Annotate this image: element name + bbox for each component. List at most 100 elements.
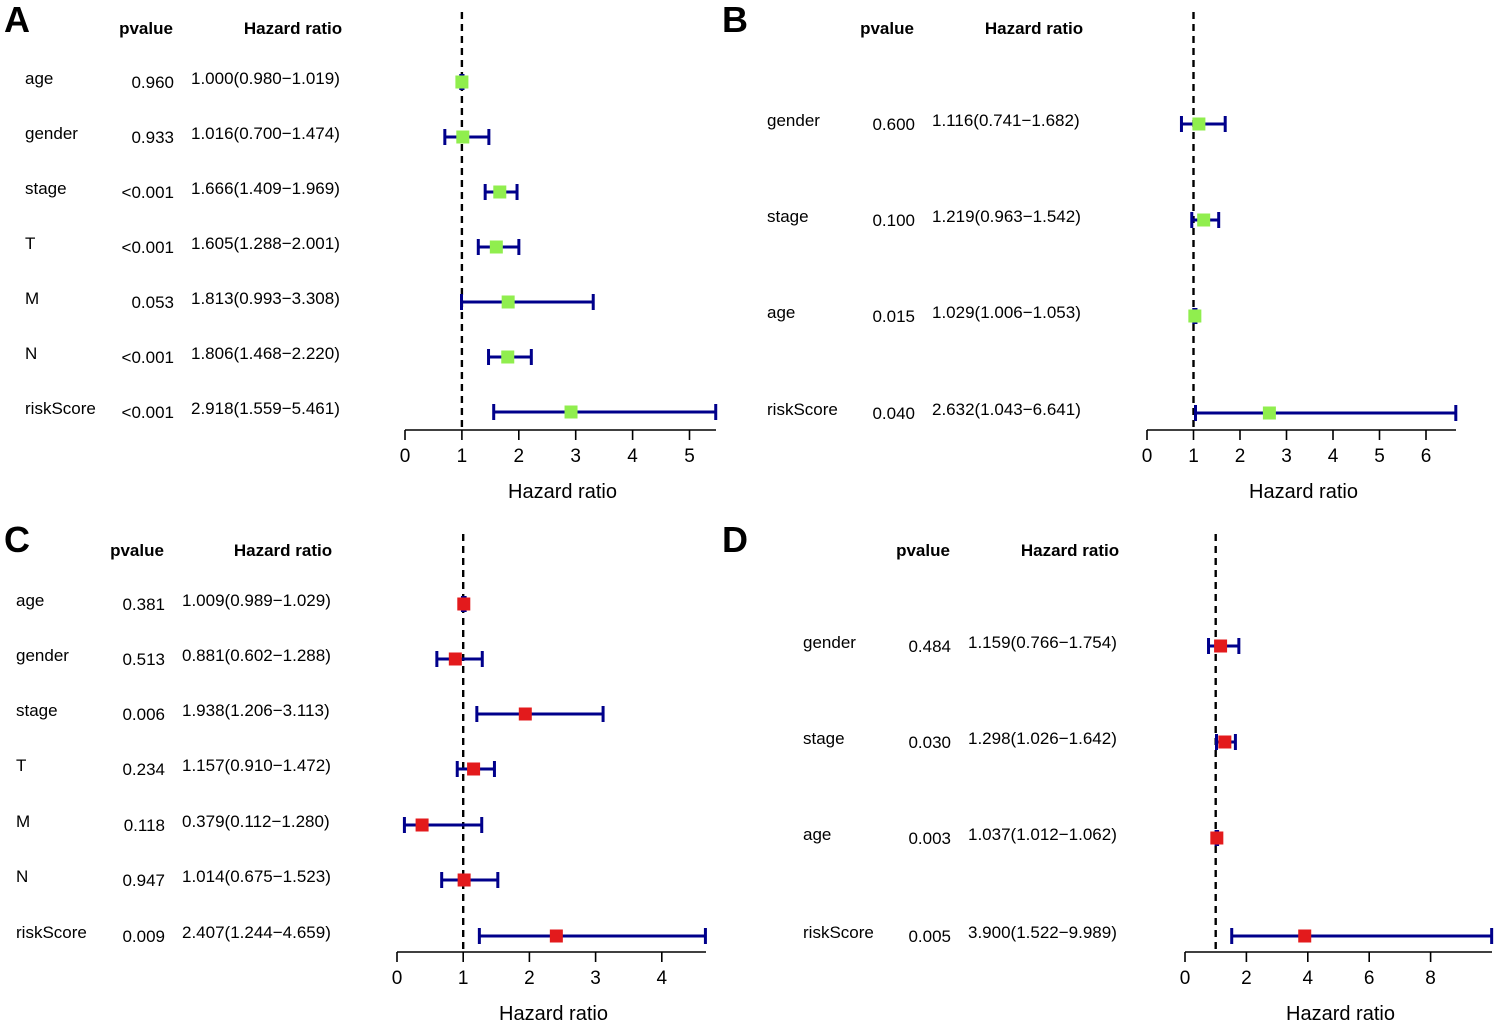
hr-marker [1197,213,1211,227]
pvalue-cell: <0.001 [122,238,174,257]
hazard-ratio-cell: 1.029(1.006−1.053) [932,303,1081,322]
hazard-ratio-cell: 1.666(1.409−1.969) [191,179,340,198]
hazard-ratio-cell: 1.806(1.468−2.220) [191,344,340,363]
hazard-ratio-cell: 1.605(1.288−2.001) [191,234,340,253]
hr-marker [455,75,469,89]
variable-label: M [16,812,30,831]
x-tick-label: 0 [1142,446,1153,467]
hr-marker [501,350,515,364]
pvalue-cell: 0.040 [872,404,915,423]
table-row: gender 0.513 0.881(0.602−1.288) [16,646,484,669]
hr-marker [467,762,481,776]
x-tick-label: 2 [1241,968,1252,989]
x-tick-label: 1 [457,446,468,467]
x-tick-label: 6 [1421,446,1432,467]
variable-label: age [803,825,831,844]
table-row: gender 0.484 1.159(0.766−1.754) [803,633,1241,656]
table-row: stage 0.100 1.219(0.963−1.542) [767,207,1221,230]
table-row: riskScore 0.005 3.900(1.522−9.989) [803,923,1494,946]
x-tick-label: 3 [1281,446,1292,467]
x-tick-label: 4 [1328,446,1339,467]
hazard-ratio-cell: 1.000(0.980−1.019) [191,69,340,88]
pvalue-cell: 0.960 [131,73,174,92]
hr-marker [1192,117,1206,131]
table-row: stage 0.030 1.298(1.026−1.642) [803,729,1237,752]
panel-letter: A [4,0,30,40]
x-tick-label: 0 [400,446,411,467]
x-axis-title: Hazard ratio [508,481,617,503]
pvalue-cell: 0.600 [872,115,915,134]
hr-marker [415,818,429,832]
x-tick-label: 5 [1374,446,1385,467]
hr-marker [1218,735,1232,749]
x-axis-title: Hazard ratio [1286,1003,1395,1025]
variable-label: riskScore [803,923,874,942]
pvalue-cell: 0.513 [122,650,165,669]
pvalue-cell: <0.001 [122,183,174,202]
x-tick-label: 0 [392,968,403,989]
pvalue-cell: <0.001 [122,403,174,422]
table-row: age 0.381 1.009(0.989−1.029) [16,591,471,614]
x-tick-label: 2 [1235,446,1246,467]
hazard-ratio-cell: 0.881(0.602−1.288) [182,646,331,665]
variable-label: N [16,867,28,886]
pvalue-cell: <0.001 [122,348,174,367]
panel-letter: C [4,519,30,560]
hazard-ratio-cell: 1.159(0.766−1.754) [968,633,1117,652]
variable-label: age [25,69,53,88]
pvalue-cell: 0.005 [908,927,951,946]
variable-label: M [25,289,39,308]
table-row: age 0.003 1.037(1.012−1.062) [803,825,1224,848]
table-row: age 0.960 1.000(0.980−1.019) [25,69,469,92]
variable-label: riskScore [767,400,838,419]
pvalue-cell: 0.003 [908,829,951,848]
x-tick-label: 2 [524,968,535,989]
table-row: T <0.001 1.605(1.288−2.001) [25,234,521,257]
pvalue-cell: 0.118 [124,816,165,835]
pvalue-cell: 0.053 [131,293,174,312]
table-row: N <0.001 1.806(1.468−2.220) [25,344,533,367]
hazard-ratio-cell: 1.938(1.206−3.113) [182,701,330,720]
variable-label: riskScore [16,923,87,942]
hr-marker [1188,309,1202,323]
variable-label: gender [16,646,69,665]
table-row: riskScore 0.009 2.407(1.244−4.659) [16,923,707,946]
hr-marker [457,873,471,887]
variable-label: T [25,234,35,253]
hazard-ratio-cell: 1.016(0.700−1.474) [191,124,340,143]
x-tick-label: 4 [627,446,638,467]
hr-marker [564,405,578,419]
hr-marker [1214,639,1228,653]
x-axis-title: Hazard ratio [499,1003,608,1025]
variable-label: stage [16,701,58,720]
hr-marker [448,652,462,666]
table-row: riskScore 0.040 2.632(1.043−6.641) [767,400,1458,423]
pvalue-cell: 0.015 [872,307,915,326]
variable-label: N [25,344,37,363]
x-tick-label: 4 [657,968,668,989]
pvalue-cell: 0.381 [122,595,165,614]
pvalue-cell: 0.006 [122,705,165,724]
hazard-ratio-cell: 2.632(1.043−6.641) [932,400,1081,419]
variable-label: age [767,303,795,322]
panel-letter: D [722,519,748,560]
pvalue-header: pvalue [119,19,173,38]
hazard-ratio-cell: 1.009(0.989−1.029) [182,591,331,610]
x-tick-label: 4 [1303,968,1314,989]
variable-label: stage [803,729,845,748]
variable-label: stage [25,179,67,198]
pvalue-header: pvalue [110,541,164,560]
panel-letter: B [722,0,748,40]
table-row: gender 0.600 1.116(0.741−1.682) [767,111,1227,134]
variable-label: gender [767,111,820,130]
pvalue-cell: 0.009 [122,927,165,946]
hr-marker [1298,929,1312,943]
pvalue-cell: 0.947 [122,871,165,890]
table-row: stage <0.001 1.666(1.409−1.969) [25,179,519,202]
hr-marker [1262,406,1276,420]
pvalue-cell: 0.100 [872,211,915,230]
